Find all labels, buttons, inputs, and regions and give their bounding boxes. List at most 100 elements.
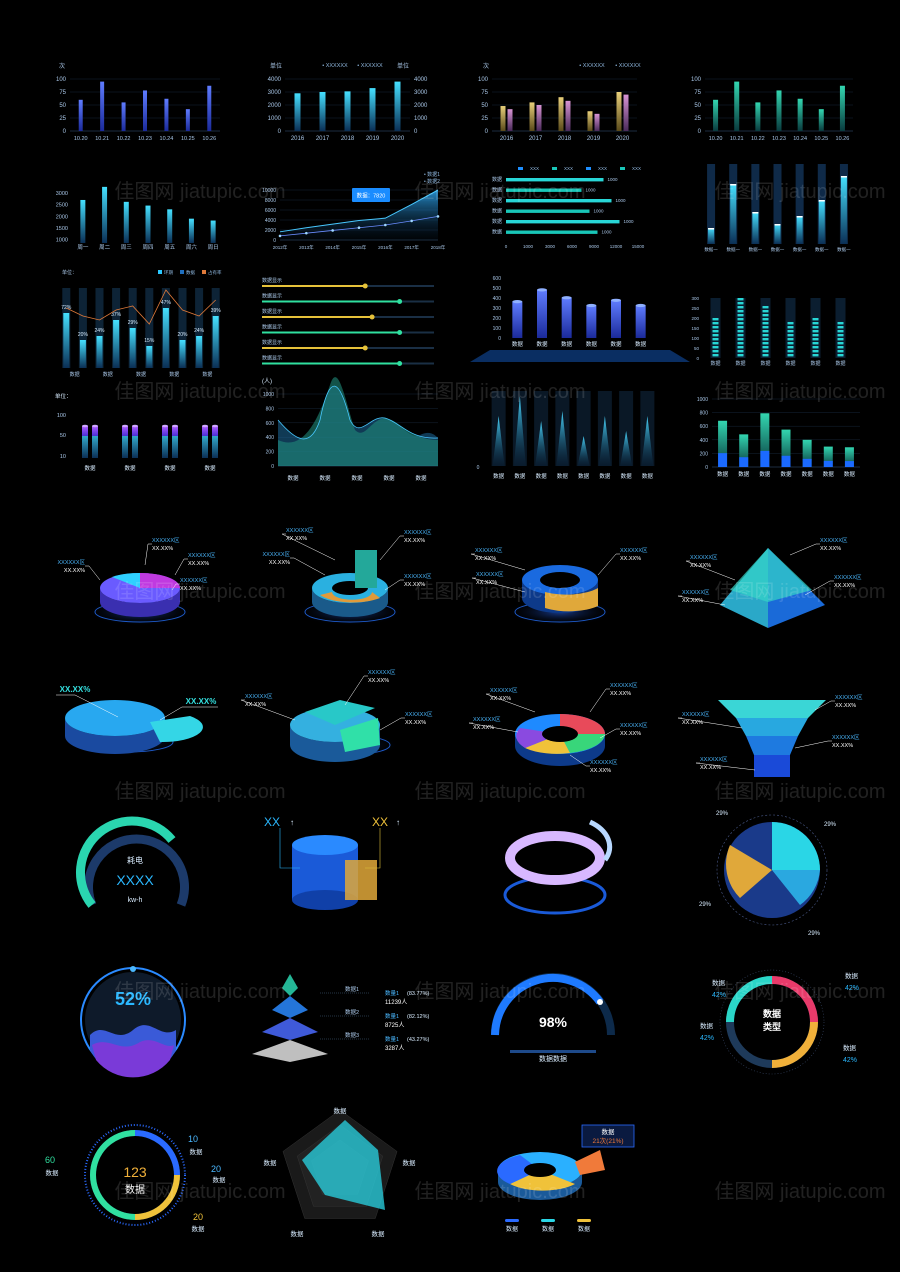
spike [577,436,590,466]
chart-vbar1: 数据一 数据一 数据一 数据一 数据一 数据一 数据一 [704,164,851,253]
cylinder [92,426,98,458]
slice-name: XXXXXX区 [368,669,396,676]
x-tick-label: 2012年 [273,244,288,251]
slice-value: 29% [716,811,729,817]
y-tick-label: 600 [493,276,502,282]
legend-swatch [552,167,557,170]
bar-segment [844,461,854,467]
pie-3d-1: XXXXXX区 XX.XX% XXXXXX区 XX.XX% XXXXXX区 XX.XX% X… [57,537,216,626]
bar-segment [739,457,749,467]
bar-segment [812,318,819,321]
bar [394,81,401,131]
leader-line [804,580,834,596]
y-tick-label: 100 [56,77,67,83]
y-tick-label: 6000 [265,208,276,214]
gauge-value: 98% [539,1014,568,1030]
bar [558,97,564,131]
donut-slice [497,1155,540,1184]
y-tick-label: 2000 [56,214,68,220]
bar-segment [737,302,744,305]
x-tick-label: 10.20 [74,136,88,142]
bar-segment [762,326,769,329]
slice-value: XX.XX% [682,720,703,726]
pie-slice [726,845,772,898]
donut-outline [719,969,825,1075]
x-tick-label: 数据 [717,470,729,478]
leader-line [159,706,218,721]
pie-3d-5: XX.XX% XX.XX% [56,685,218,756]
bar [80,199,86,243]
ring-label: 数据 [712,978,726,987]
bar-segment [712,322,719,325]
bar [507,109,513,131]
y-tick-label: 100 [57,413,66,419]
leader-line [685,560,736,581]
y-tick-label: 200 [266,450,275,456]
bar-value: 1000 [616,198,627,203]
x-tick-label: 2015年 [352,244,367,251]
data-label: 20% [177,332,188,338]
bar-segment [837,322,844,325]
slice-value: XX.XX% [834,583,855,589]
cylinder-cap [162,424,168,428]
bar-segment [787,326,794,329]
bar-segment [737,326,744,329]
series-line [279,189,439,233]
bar-segment [812,350,819,353]
bar [188,218,194,243]
bar [594,113,600,131]
x-tick-label: 10.25 [814,136,828,142]
bar-segment [787,338,794,341]
ring-value: 42% [700,1035,714,1042]
legend-swatch [541,1219,555,1222]
y-tick-label: 4000 [268,77,282,83]
progress-fill [262,285,366,287]
bar-segment [737,342,744,345]
slice-name: XXXXXX区 [682,711,710,718]
y-axis-label: 单位： [62,269,77,276]
bar-segment [737,330,744,333]
leader-line [485,693,536,713]
pie-slice [772,870,820,905]
watermark-text: 佳图网 jiatupic.com [414,780,585,803]
x-tick-label: 数据一 [815,246,829,253]
y-tick-label: 250 [691,306,699,311]
x-tick-label: 周二 [99,244,111,251]
slice-name: XXXXXX区 [245,693,273,700]
x-tick-label: 数据 [536,472,548,480]
leader-line [599,728,620,739]
slice-value: XX.XX% [152,546,173,552]
data-label: 24% [94,328,105,334]
slice-name: XXXXXX区 [590,759,618,766]
legend-swatch [180,270,184,274]
y-tick-label: 600 [700,424,709,430]
x-tick-label: 数据 [823,470,835,478]
x-tick-label: 数据 [287,474,299,482]
bar-top [561,296,572,300]
arrow-icon: ↑ [396,818,400,827]
x-tick-label: 0 [505,244,508,249]
row-label: 数据显示 [262,277,282,284]
y-tick-label: 10 [60,454,66,460]
slice-value: XX.XX% [60,685,91,694]
bar-cap [730,184,737,186]
point [278,234,282,238]
bar [179,340,186,368]
bar-segment [712,354,719,357]
chart-bar2: 单位 单位 • XXXXXX • XXXXXX 0 1000 2000 3000 4000 0 10… [268,62,428,142]
watermark-text: 佳图网 jiatupic.com [114,780,285,803]
y-tick-label: 数据 [492,176,502,183]
pie-slice [140,573,180,588]
slice-name: XXXXXX区 [404,573,432,580]
layer-percent: (43.27%) [407,1037,429,1043]
slice-value: XX.XX% [820,546,841,552]
bar-segment [837,350,844,353]
slice-value: 29% [824,822,837,828]
bar-value: 1000 [602,230,613,235]
progress-knob [362,283,368,289]
chart-cylinder1: 单位： 10 50 100 数据 数据 数据 数据 [55,392,218,472]
area [280,190,438,240]
bar-cap [774,224,781,226]
